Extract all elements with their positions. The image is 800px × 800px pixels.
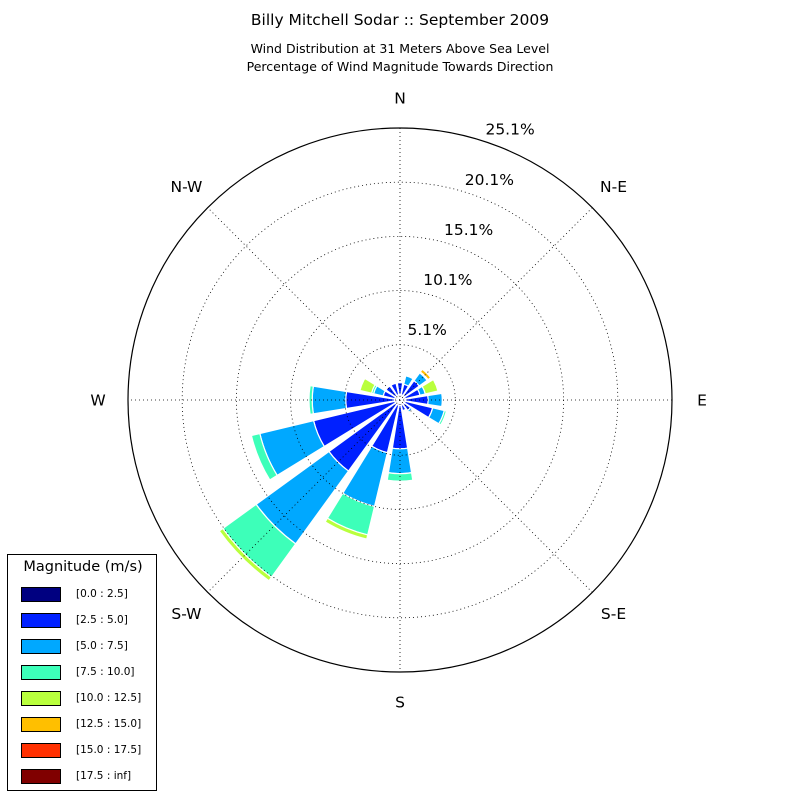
- wind-bar-segment: [386, 472, 414, 482]
- chart-title: Billy Mitchell Sodar :: September 2009: [250, 11, 550, 29]
- legend-swatch: [21, 639, 61, 654]
- direction-label: N: [394, 90, 406, 108]
- direction-label: N-W: [171, 178, 203, 196]
- wind-bar-segment: [359, 377, 376, 394]
- wind-bar-segment: [406, 406, 414, 414]
- radial-tick-label: 25.1%: [485, 121, 534, 139]
- legend-swatch: [21, 613, 61, 628]
- radial-tick-label: 10.1%: [423, 271, 472, 289]
- direction-label: E: [697, 392, 707, 410]
- radial-tick-label: 20.1%: [465, 171, 514, 189]
- legend-swatch: [21, 769, 61, 784]
- wind-bar-segment: [403, 375, 414, 387]
- wind-bar-segment: [421, 378, 439, 395]
- radial-gridline: [290, 290, 510, 510]
- legend-title: Magnitude (m/s): [23, 559, 143, 575]
- legend-label: [5.0 : 7.5]: [76, 640, 128, 652]
- wind-bar-segment: [400, 403, 407, 412]
- wind-bar-segment: [437, 409, 448, 426]
- legend-swatch: [21, 717, 61, 732]
- direction-label: S: [395, 694, 405, 712]
- legend-swatch: [21, 743, 61, 758]
- radial-tick-label: 15.1%: [444, 221, 493, 239]
- legend-label: [10.0 : 12.5]: [76, 692, 142, 704]
- wind-bar-segment: [324, 517, 369, 540]
- wind-bar-segment: [218, 527, 273, 582]
- wind-rose-bars: [218, 368, 448, 582]
- wind-bar-segment: [311, 385, 348, 415]
- chart-subtitle-line-1: Wind Distribution at 31 Meters Above Sea…: [250, 41, 550, 56]
- direction-label: S-W: [171, 605, 201, 623]
- direction-label: N-E: [600, 178, 627, 196]
- wind-bar-segment: [419, 368, 432, 381]
- direction-labels: N N-E E S-E S S-W W N-W: [90, 90, 707, 712]
- legend-label: [7.5 : 10.0]: [76, 666, 135, 678]
- radial-gridline: [181, 181, 619, 619]
- wind-rose-grid: [127, 127, 673, 673]
- angular-gridline: [207, 207, 593, 593]
- legend-swatch: [21, 665, 61, 680]
- wind-bar-segment: [250, 432, 279, 481]
- legend-label: [0.0 : 2.5]: [76, 588, 128, 600]
- magnitude-legend: Magnitude (m/s) [0.0 : 2.5] [2.5 : 5.0] [5…: [7, 554, 157, 791]
- wind-bar-segment: [390, 382, 400, 397]
- legend-label: [12.5 : 15.0]: [76, 718, 142, 730]
- chart-subtitle-line-2: Percentage of Wind Magnitude Towards Dir…: [246, 59, 554, 74]
- chart-outer-circle: [127, 127, 673, 673]
- legend-swatch: [21, 691, 61, 706]
- legend-label: [15.0 : 17.5]: [76, 744, 142, 756]
- legend-label: [2.5 : 5.0]: [76, 614, 128, 626]
- radial-tick-labels: 5.1% 10.1% 15.1% 20.1% 25.1%: [407, 121, 534, 339]
- legend-label: [17.5 : inf]: [76, 770, 132, 782]
- radial-tick-label: 5.1%: [407, 321, 446, 339]
- direction-label: W: [90, 392, 105, 410]
- legend-swatch: [21, 587, 61, 602]
- direction-label: S-E: [601, 605, 626, 623]
